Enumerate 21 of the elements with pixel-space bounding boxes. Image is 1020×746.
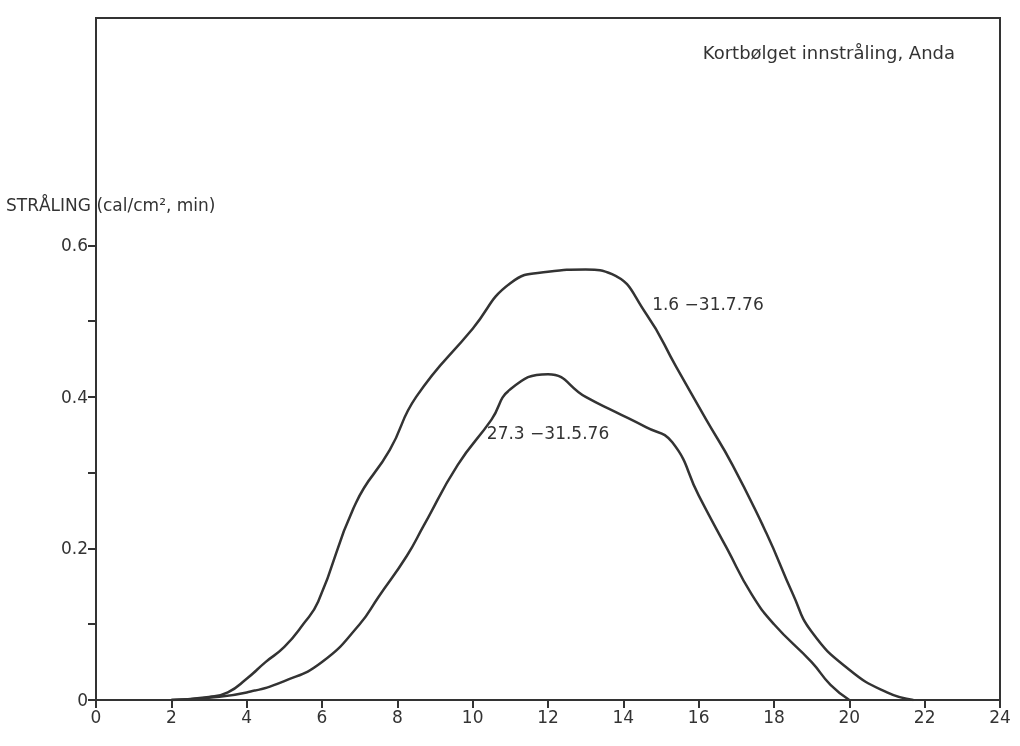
x-tick-label: 18: [763, 706, 785, 727]
x-tick-label: 6: [316, 706, 328, 727]
x-tick-label: 12: [537, 706, 559, 727]
series-label: 1.6 −31.7.76: [652, 294, 764, 315]
y-axis-title: STRÅLING (cal/cm², min): [6, 194, 216, 215]
x-tick-label: 10: [461, 706, 484, 727]
x-tick-label: 22: [913, 706, 936, 727]
x-tick-label: 2: [165, 706, 177, 727]
x-tick-label: 0: [90, 706, 102, 727]
x-tick-label: 20: [838, 706, 861, 727]
y-tick-label: 0.2: [60, 538, 88, 559]
series-label: 27.3 −31.5.76: [486, 422, 610, 443]
x-tick-label: 8: [391, 706, 403, 727]
x-tick-label: 4: [241, 706, 253, 727]
x-tick-label: 24: [989, 706, 1011, 727]
y-tick-label: 0: [77, 690, 88, 710]
x-tick-label: 14: [612, 706, 635, 727]
y-tick-label: 0.4: [60, 386, 88, 407]
text: Kortbølget innstråling, Anda: [702, 41, 956, 63]
y-tick-label: 0.6: [60, 235, 88, 256]
x-tick-label: 16: [687, 706, 710, 727]
